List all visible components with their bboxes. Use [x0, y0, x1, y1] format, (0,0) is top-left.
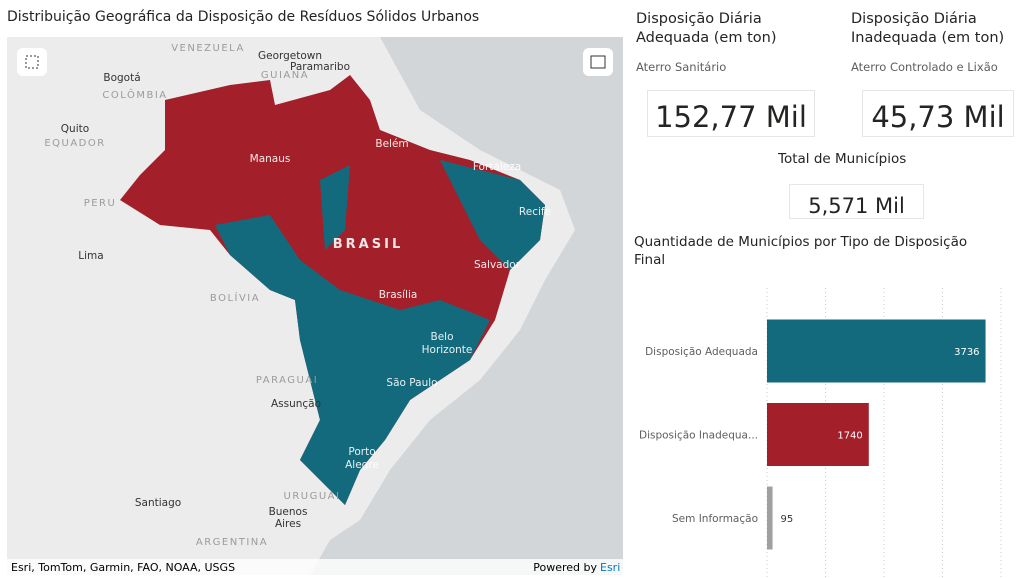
kpi-title: Total de Municípios: [778, 151, 907, 167]
map-label: Salvador: [474, 259, 521, 271]
brazil-adequate-ne: [440, 160, 545, 270]
select-button[interactable]: [17, 48, 47, 76]
map-label: Georgetown: [258, 50, 322, 62]
kpi-value: 152,77 Mil: [647, 90, 815, 137]
data-label: 95: [781, 514, 794, 525]
y-tick-label: Disposição Inadequa...: [639, 430, 758, 442]
map-label: BOLÍVIA: [210, 291, 260, 304]
data-label: 1740: [837, 431, 862, 442]
map-label: PERU: [84, 198, 117, 209]
map-label: Recife: [519, 206, 551, 218]
kpi-title: Disposição Diária Inadequada (em ton): [851, 11, 1005, 46]
map-label: Lima: [78, 250, 103, 262]
map-label: Porto: [348, 446, 375, 458]
brazil-adequate-n: [320, 165, 350, 250]
map-label: Paramaribo: [290, 61, 350, 73]
map-label: EQUADOR: [44, 138, 105, 149]
map-label: Belém: [375, 138, 408, 150]
map-label: VENEZUELA: [171, 43, 245, 54]
bar: [767, 319, 986, 383]
map-label: Buenos: [269, 506, 308, 518]
attribution-bar: [7, 559, 623, 575]
map-label: São Paulo: [386, 377, 437, 389]
chart-title: Quantidade de Municípios por Tipo de Dis…: [634, 234, 968, 268]
map-label: Bogotá: [103, 72, 140, 84]
table-button[interactable]: [583, 48, 613, 76]
map-label: Belo: [430, 331, 453, 343]
map-label: Santiago: [135, 497, 181, 509]
table-icon: [590, 55, 606, 69]
bar: [767, 486, 773, 550]
map-label: Fortaleza: [473, 161, 521, 173]
y-tick-label: Sem Informação: [672, 513, 758, 525]
map-label: URUGUAI: [284, 491, 341, 502]
kpi-subtitle: Aterro Sanitário: [636, 60, 727, 74]
map-label: COLÔMBIA: [102, 88, 167, 101]
map-label: Assunção: [271, 398, 321, 410]
y-tick-label: Disposição Adequada: [645, 346, 758, 358]
map-label: Quito: [61, 123, 89, 135]
attribution: Esri, TomTom, Garmin, FAO, NOAA, USGS: [11, 561, 235, 574]
map-label: ARGENTINA: [196, 537, 268, 548]
map-label: Aires: [275, 518, 301, 530]
kpi-value: 5,571 Mil: [789, 184, 924, 219]
map-label: PARAGUAI: [256, 375, 318, 386]
kpi-subtitle: Aterro Controlado e Lixão: [851, 60, 998, 74]
select-icon: [25, 55, 39, 69]
kpi-title: Disposição Diária Adequada (em ton): [636, 11, 777, 46]
map-label: Brasília: [379, 289, 418, 301]
brazil-adequate: [215, 215, 490, 505]
powered-by: Powered by: [533, 561, 597, 574]
map-label: Manaus: [250, 153, 291, 165]
map-label: GUIANA: [261, 70, 309, 81]
map-title: Distribuição Geográfica da Disposição de…: [7, 9, 480, 25]
data-label: 3736: [954, 347, 979, 358]
kpi-value: 45,73 Mil: [862, 90, 1014, 137]
map-label: Horizonte: [422, 344, 473, 356]
powered-by-brand[interactable]: Esri: [600, 561, 620, 574]
map-label: Alegre: [345, 459, 379, 471]
map-label: BRASIL: [333, 237, 403, 252]
bar: [767, 403, 869, 466]
